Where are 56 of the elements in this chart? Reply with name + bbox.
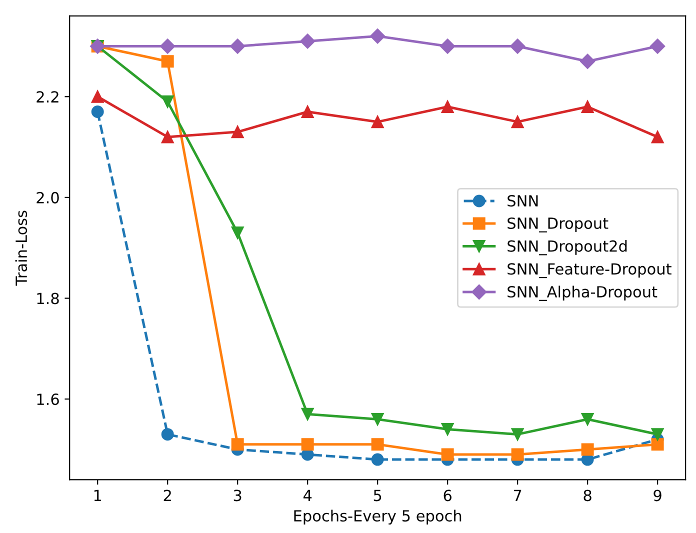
legend-label: SNN_Dropout2d [508,240,627,256]
x-axis-title: Epochs-Every 5 epoch [294,510,462,525]
point [231,126,244,138]
y-tick-label: 1.8 [37,292,59,304]
point [301,438,314,451]
point [510,38,526,54]
point [651,130,664,144]
legend-label: SNN_Feature-Dropout [508,263,672,278]
point [651,428,664,441]
legend-label: SNN_Alpha-Dropout [508,286,658,301]
point [441,423,454,436]
point [301,408,314,420]
point [371,438,384,451]
x-tick-label: 1 [94,490,102,502]
legend-label: SNN [508,195,538,207]
point [161,130,174,144]
point [651,438,664,451]
x-tick-label: 4 [303,490,312,502]
y-tick-label: 2.0 [36,192,59,204]
point [650,38,666,54]
point [161,55,174,68]
point [511,428,524,441]
point [581,412,594,426]
point [371,453,384,466]
x-tick-label: 5 [374,490,382,502]
x-tick-label: 7 [514,490,522,502]
point [371,412,384,426]
y-tick-label: 2.2 [36,91,58,102]
point [91,106,104,118]
point [511,116,524,128]
point [161,428,174,441]
point [231,438,244,451]
point [300,34,316,49]
x-tick-label: 3 [234,490,242,502]
point [581,443,594,456]
point [580,54,596,69]
x-tick-label: 8 [584,490,592,502]
point [160,38,176,54]
point [230,38,246,54]
point [511,448,524,461]
point [231,226,244,239]
y-axis-title: Train-Loss [15,210,28,286]
point [441,100,454,113]
point [370,28,386,44]
x-tick-label: 6 [444,490,452,502]
point [301,106,314,118]
point [441,448,454,461]
y-tick-label: 1.6 [37,394,59,406]
x-tick-label: 9 [654,490,662,502]
legend-label: SNN_Dropout [508,217,608,232]
point [581,100,594,113]
point [161,95,174,108]
x-tick-label: 2 [164,490,171,502]
point [91,90,104,103]
point [440,38,456,54]
point [371,116,384,128]
